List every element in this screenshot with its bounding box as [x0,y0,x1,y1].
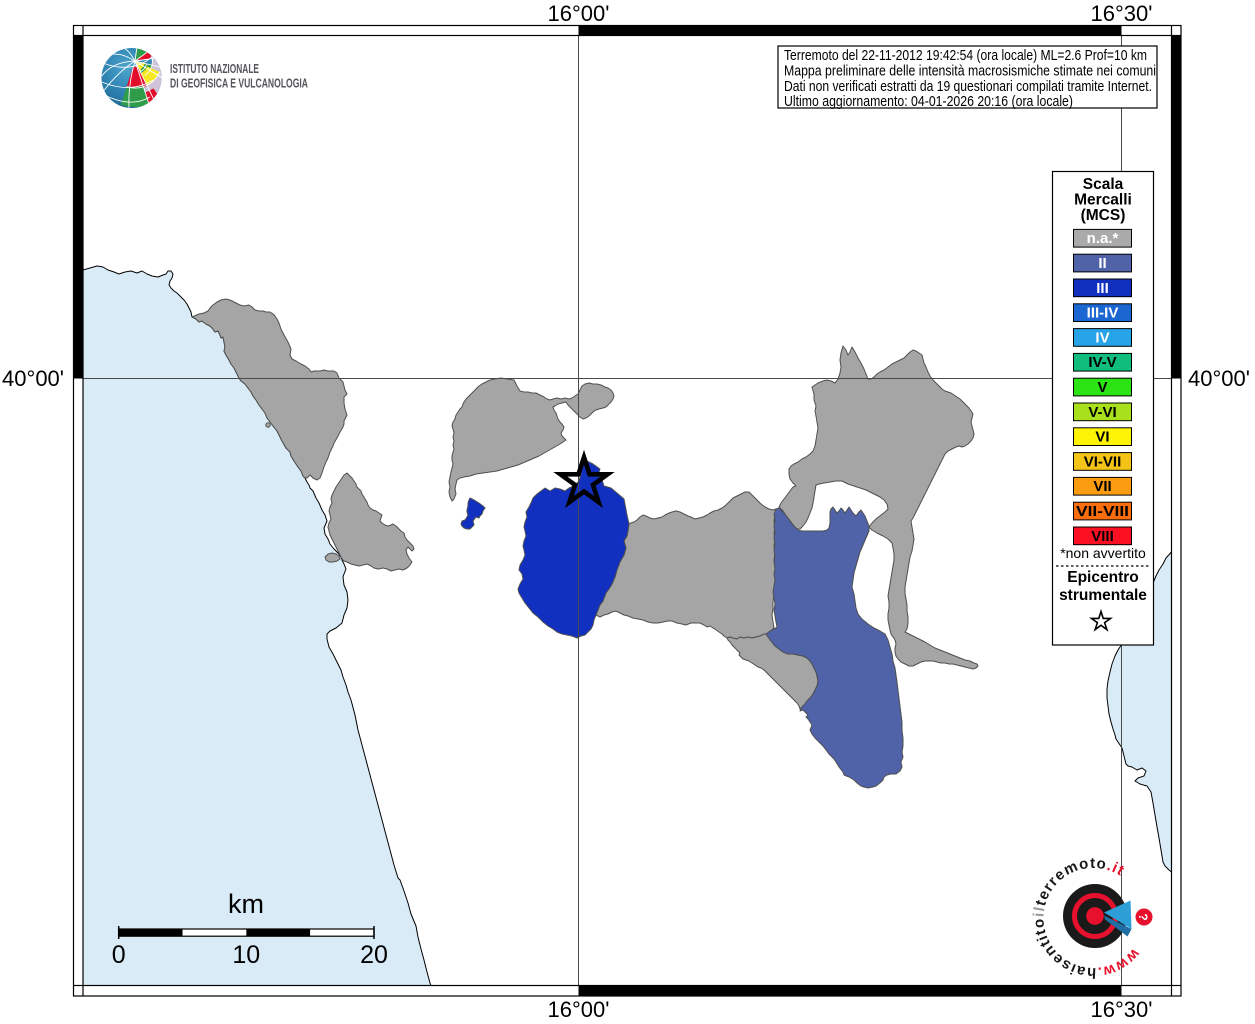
svg-text:V-VI: V-VI [1088,404,1116,421]
svg-text:10: 10 [232,941,260,969]
svg-text:VIII: VIII [1091,528,1114,545]
svg-text:VI-VII: VI-VII [1084,453,1122,470]
svg-text:V: V [1097,379,1107,396]
svg-text:0: 0 [112,941,126,969]
svg-text:16°30': 16°30' [1091,1,1153,26]
svg-text:Mercalli: Mercalli [1074,192,1132,209]
svg-text:III: III [1096,280,1109,297]
svg-text:Epicentro: Epicentro [1067,569,1138,586]
svg-text:km: km [228,889,264,919]
svg-text:strumentale: strumentale [1059,587,1147,604]
svg-text:Scala: Scala [1083,176,1124,193]
svg-text:II: II [1098,255,1106,272]
svg-text:Ultimo aggiornamento: 04-01-20: Ultimo aggiornamento: 04-01-2026 20:16 (… [784,93,1073,110]
svg-text:IV: IV [1095,329,1109,346]
svg-text:Terremoto del 22-11-2012 19:42: Terremoto del 22-11-2012 19:42:54 (ora l… [784,47,1147,64]
svg-text:III-IV: III-IV [1087,305,1119,322]
svg-text:16°00': 16°00' [548,997,610,1022]
svg-text:ISTITUTO NAZIONALE: ISTITUTO NAZIONALE [170,62,259,76]
svg-text:Dati non verificati estratti d: Dati non verificati estratti da 19 quest… [784,78,1152,95]
svg-text:VI: VI [1095,429,1109,446]
svg-text:16°00': 16°00' [548,1,610,26]
svg-text:20: 20 [360,941,388,969]
svg-text:(MCS): (MCS) [1081,207,1126,224]
svg-text:40°00': 40°00' [1188,366,1250,391]
svg-text:n.a.*: n.a.* [1087,230,1119,247]
svg-text:DI GEOFISICA E VULCANOLOGIA: DI GEOFISICA E VULCANOLOGIA [170,77,308,91]
svg-text:?: ? [1136,913,1150,920]
svg-text:16°30': 16°30' [1091,997,1153,1022]
svg-text:*non avvertito: *non avvertito [1060,545,1146,561]
svg-text:VII: VII [1093,478,1111,495]
svg-text:40°00': 40°00' [2,366,64,391]
svg-text:VII-VIII: VII-VIII [1076,503,1129,520]
svg-text:IV-V: IV-V [1088,354,1116,371]
svg-text:Mappa preliminare delle intens: Mappa preliminare delle intensità macros… [784,62,1156,79]
